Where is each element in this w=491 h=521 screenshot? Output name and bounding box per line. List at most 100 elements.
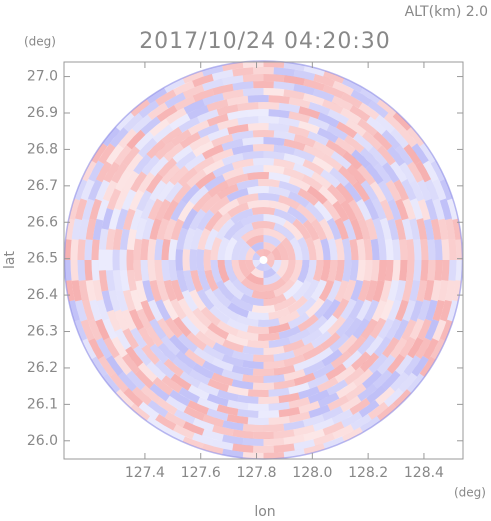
radar-cell (406, 373, 425, 394)
radar-cell (237, 408, 259, 418)
radar-cell (176, 270, 189, 293)
radar-cell (365, 280, 378, 302)
radar-cell (209, 305, 230, 325)
radar-cell (187, 400, 209, 415)
radar-cell (221, 369, 244, 382)
radar-cell (430, 160, 446, 182)
radar-cell (189, 208, 207, 231)
radar-cell (360, 180, 378, 202)
radar-cell (231, 350, 254, 362)
radar-cell (358, 102, 380, 121)
radar-cell (170, 373, 192, 391)
radar-cell (179, 371, 201, 389)
radar-cell (164, 78, 185, 93)
radar-cell (268, 307, 291, 320)
radar-cell (231, 144, 254, 156)
radar-cell (113, 144, 132, 166)
radar-cell (126, 129, 146, 150)
radar-cell (217, 237, 230, 260)
radar-cell (216, 104, 239, 116)
radar-cell (399, 162, 416, 184)
radar-cell (85, 218, 97, 241)
radar-cell (242, 74, 264, 83)
radar-cell (133, 345, 152, 366)
radar-cell (164, 92, 186, 109)
radar-cell (126, 370, 146, 391)
radar-cell (390, 128, 409, 149)
radar-cell (119, 270, 130, 292)
radar-cell (448, 239, 457, 260)
radar-cell (372, 280, 385, 303)
radar-cell (182, 70, 204, 84)
radar-cell (134, 131, 155, 151)
radar-cell (411, 143, 429, 165)
radar-cell (393, 179, 409, 202)
radar-cell (346, 164, 367, 185)
radar-cell (376, 99, 397, 117)
radar-cell (252, 130, 275, 138)
radar-cell (283, 354, 306, 367)
radar-cell (413, 238, 422, 260)
radar-cell (278, 180, 301, 195)
radar-cell (222, 434, 244, 445)
radar-cell (255, 262, 264, 271)
radar-cell (206, 393, 229, 407)
radar-cell (273, 208, 297, 225)
radar-cell (345, 383, 367, 402)
radar-cell (377, 238, 387, 260)
radar-cell (432, 299, 445, 322)
radar-cell (211, 133, 234, 148)
radar-cell (175, 248, 184, 272)
radar-cell (253, 66, 274, 75)
radar-cell (293, 69, 316, 81)
radar-cell (98, 143, 116, 165)
radar-cell (227, 202, 249, 218)
radar-cell (190, 227, 204, 251)
radar-cell (417, 318, 432, 341)
radar-cell (283, 339, 305, 353)
radar-cell (385, 179, 402, 202)
radar-cell (434, 260, 443, 281)
radar-cell (101, 290, 114, 312)
radar-cell (424, 319, 440, 341)
radar-cell (283, 434, 305, 445)
radar-cell (172, 316, 192, 338)
radar-cell (366, 385, 387, 404)
radar-cell (88, 160, 105, 182)
radar-cell (82, 198, 95, 221)
radar-cell (263, 235, 282, 248)
radar-cell (302, 344, 325, 361)
radar-cell (74, 179, 88, 201)
radar-cell (102, 318, 118, 340)
radar-cell (136, 308, 152, 331)
radar-cell (192, 192, 212, 213)
radar-cell (216, 183, 239, 200)
radar-cell (329, 167, 350, 187)
radar-cell (192, 307, 212, 328)
radar-cell (334, 238, 345, 260)
radar-cell (204, 269, 219, 292)
radar-cell (182, 436, 204, 450)
radar-cell (70, 260, 79, 281)
radar-cell (327, 315, 347, 336)
radar-cell (174, 95, 196, 112)
radar-cell (372, 369, 393, 389)
radar-cell (231, 379, 254, 390)
y-tick-label: 26.7 (27, 178, 58, 194)
radar-cell (133, 260, 143, 282)
radar-cell (64, 260, 72, 281)
radar-cell (273, 429, 295, 439)
radar-cell (283, 153, 306, 166)
radar-cell (340, 395, 362, 413)
radar-cell (88, 338, 105, 360)
radar-cell (342, 78, 363, 93)
radar-cell (384, 260, 394, 282)
radar-cell (222, 89, 244, 100)
radar-cell (283, 138, 306, 151)
radar-cell (106, 144, 124, 165)
radar-cell (312, 362, 335, 380)
radar-cell (390, 371, 409, 392)
radar-cell (140, 299, 156, 322)
radar-cell (196, 396, 219, 411)
radar-cell (415, 337, 432, 359)
